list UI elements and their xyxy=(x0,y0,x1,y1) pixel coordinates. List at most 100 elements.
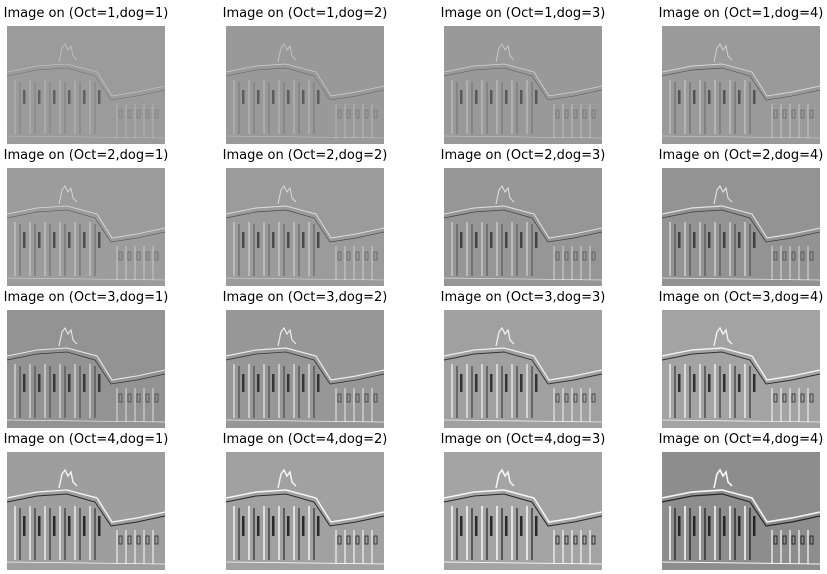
gate-opening xyxy=(460,232,463,248)
panel-title: Image on (Oct=2,dog=3) xyxy=(440,148,606,163)
wing-window xyxy=(564,109,569,119)
statue-edge xyxy=(495,468,515,489)
image-background xyxy=(7,310,165,428)
wing-window xyxy=(564,251,569,261)
wing-window xyxy=(773,393,778,403)
roof-edge xyxy=(7,347,165,381)
gate-opening xyxy=(242,90,245,104)
gate-opening xyxy=(505,90,508,104)
wing-window xyxy=(591,535,596,545)
wing-window xyxy=(355,109,360,119)
panel-title: Image on (Oct=4,dog=1) xyxy=(3,432,169,447)
ground-edge xyxy=(662,419,820,423)
wing-window xyxy=(337,109,342,119)
roof-edge xyxy=(444,489,602,523)
gate-opening xyxy=(535,232,538,248)
roof-shadow-edge xyxy=(7,209,165,243)
gate-opening xyxy=(753,90,756,104)
gate-opening xyxy=(723,516,726,536)
ground-edge xyxy=(226,135,384,139)
ground-edge xyxy=(662,135,820,139)
gate-opening xyxy=(693,90,696,104)
wing-window xyxy=(127,109,132,119)
wing-window xyxy=(136,109,141,119)
gate-opening xyxy=(83,516,86,536)
wing-window xyxy=(373,535,378,545)
statue-edge xyxy=(58,185,78,205)
wing-window xyxy=(591,251,596,261)
roof-edge xyxy=(662,63,820,97)
roof-edge xyxy=(7,63,165,97)
roof-shadow-edge xyxy=(7,351,165,385)
statue-edge xyxy=(277,468,297,489)
gate-opening xyxy=(678,374,681,392)
statue-edge xyxy=(58,326,78,347)
wing-window xyxy=(773,251,778,261)
statue-edge xyxy=(58,43,78,63)
gate-opening xyxy=(490,232,493,248)
wing-window xyxy=(582,393,587,403)
roof-edge xyxy=(444,63,602,97)
image-background xyxy=(662,310,820,428)
roof-edge xyxy=(444,347,602,381)
statue-edge xyxy=(495,43,515,63)
gate-opening xyxy=(68,232,71,248)
gate-opening xyxy=(257,90,260,104)
gate-opening xyxy=(83,90,86,104)
dog-image xyxy=(444,452,602,570)
wing-window xyxy=(809,109,814,119)
wing-window xyxy=(346,251,351,261)
wing-window xyxy=(800,251,805,261)
wing-window xyxy=(573,393,578,403)
dog-image xyxy=(7,452,165,570)
gate-opening xyxy=(460,516,463,536)
dog-image xyxy=(662,26,820,144)
wing-window xyxy=(573,109,578,119)
gate-opening xyxy=(678,516,681,536)
wing-window xyxy=(118,393,123,403)
statue-edge xyxy=(277,326,297,347)
dog-image xyxy=(662,452,820,570)
gate-opening xyxy=(38,374,41,392)
gate-opening xyxy=(475,374,478,392)
gate-opening xyxy=(490,374,493,392)
wing-window xyxy=(346,109,351,119)
dog-image xyxy=(7,26,165,144)
statue-edge xyxy=(277,43,297,63)
gate-opening xyxy=(678,90,681,104)
gate-opening xyxy=(753,374,756,392)
wing-window xyxy=(373,393,378,403)
wing-window xyxy=(127,535,132,545)
wing-window xyxy=(564,393,569,403)
wing-window xyxy=(564,535,569,545)
gate-opening xyxy=(535,516,538,536)
gate-opening xyxy=(723,232,726,248)
wing-window xyxy=(782,393,787,403)
panel-title: Image on (Oct=3,dog=2) xyxy=(222,290,388,305)
ground-edge xyxy=(7,135,165,139)
gate-opening xyxy=(317,232,320,248)
roof-shadow-edge xyxy=(662,67,820,101)
dog-image xyxy=(7,168,165,286)
wing-window xyxy=(346,393,351,403)
gate-opening xyxy=(723,374,726,392)
roof-edge xyxy=(226,489,384,523)
image-background xyxy=(226,452,384,570)
dog-image xyxy=(7,310,165,428)
statue-edge xyxy=(713,184,733,205)
gate-opening xyxy=(53,90,56,104)
statue-edge xyxy=(495,326,515,347)
gate-opening xyxy=(520,90,523,104)
roof-shadow-edge xyxy=(226,351,384,385)
wing-window xyxy=(782,251,787,261)
wing-window xyxy=(555,251,560,261)
gate-opening xyxy=(490,516,493,536)
image-background xyxy=(7,168,165,286)
panel-title: Image on (Oct=4,dog=2) xyxy=(222,432,388,447)
gate-opening xyxy=(738,90,741,104)
roof-shadow-edge xyxy=(662,209,820,243)
gate-opening xyxy=(302,374,305,392)
gate-opening xyxy=(38,516,41,536)
wing-window xyxy=(154,393,159,403)
wing-window xyxy=(145,393,150,403)
